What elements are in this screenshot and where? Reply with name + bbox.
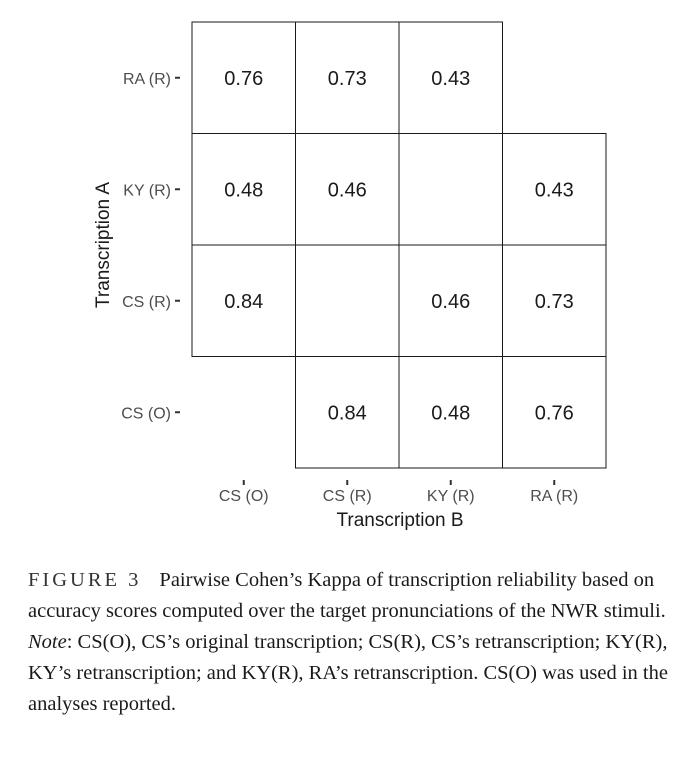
heatmap-cell [502,356,607,469]
caption-note: Note: CS(O), CS’s original transcription… [28,627,678,720]
heatmap-cell [502,133,607,246]
cell-value-label: 0.76 [224,68,263,90]
note-text: : CS(O), CS’s original transcription; CS… [28,631,668,715]
y-tick-label: CS (O) [121,405,171,422]
x-tick-label: CS (O) [219,488,269,505]
x-tick-label: KY (R) [427,488,475,505]
heatmap-cell [398,21,503,134]
cell-value-label: 0.43 [431,68,470,90]
cell-value-label: 0.73 [535,291,574,313]
cell-value-label: 0.43 [535,179,574,201]
y-tick-label: CS (R) [122,294,171,311]
heatmap-cell [295,21,400,134]
figure-caption: FIGURE 3 Pairwise Cohen’s Kappa of transc… [28,565,678,720]
y-tick-label: KY (R) [123,182,171,199]
cell-value-label: 0.46 [328,179,367,201]
cell-value-label: 0.76 [535,402,574,424]
x-tick-label: RA (R) [530,488,578,505]
cell-value-label: 0.84 [328,402,367,424]
cell-value-label: 0.73 [328,68,367,90]
y-tick-label: RA (R) [123,71,171,88]
cell-value-label: 0.84 [224,291,263,313]
caption-main: FIGURE 3 Pairwise Cohen’s Kappa of transc… [28,565,678,627]
y-axis-ticks: CS (O) CS (R) KY (R) RA (R) [121,71,180,422]
heatmap-cell [295,356,400,469]
y-axis-title: Transcription A [93,182,114,308]
heatmap-cell [191,133,296,246]
heatmap-cell [295,133,400,246]
caption-text: Pairwise Cohen’s Kappa of transcription … [28,569,666,622]
x-tick-label: CS (R) [323,488,372,505]
x-axis-ticks: CS (O) CS (R) KY (R) RA (R) [219,480,578,505]
cell-value-label: 0.48 [431,402,470,424]
heatmap-cell [191,244,296,357]
heatmap-cells: 0.76 0.73 0.43 0.48 0.46 0.43 0.84 0.46 0.73 0.84… [191,21,607,469]
cell-value-label: 0.46 [431,291,470,313]
note-label: Note [28,631,67,653]
heatmap-cell [191,21,296,134]
heatmap-chart: 0.76 0.73 0.43 0.48 0.46 0.43 0.84 0.46 0.73 0.84… [93,21,607,531]
x-axis-title: Transcription B [336,510,463,531]
heatmap-cell [398,244,503,357]
figure-label: FIGURE 3 [28,569,142,591]
cell-value-label: 0.48 [224,179,263,201]
